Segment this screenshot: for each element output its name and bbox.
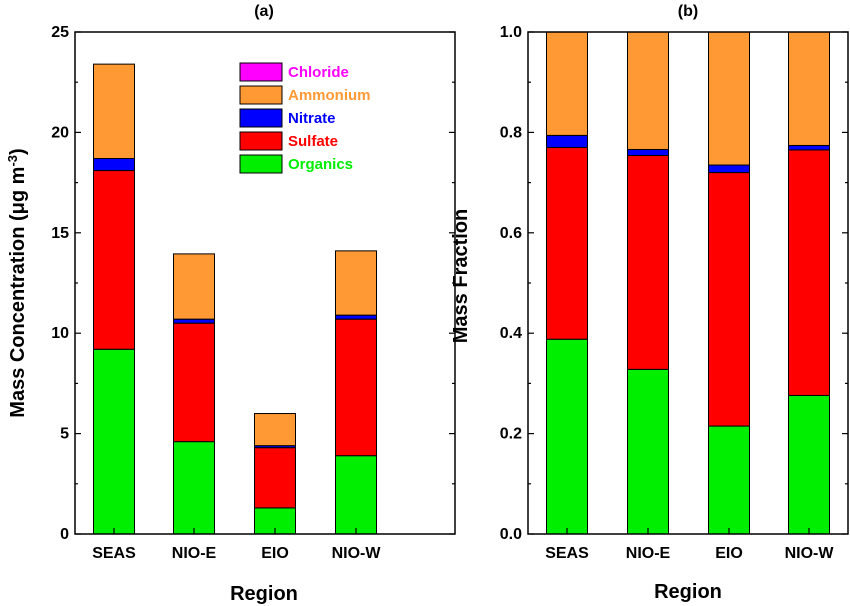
panel-b-bar-eio-organics	[708, 425, 750, 535]
panel-b-bar-nio-e-ammonium	[627, 31, 669, 150]
panel-a-bar-nio-e-nitrate	[173, 318, 215, 324]
panel-a-x-tick-label-nio-w: NIO-W	[332, 545, 382, 562]
panel-b-y-tick-label: 1.0	[500, 24, 522, 41]
panel-a-bar-nio-e-ammonium	[173, 253, 215, 320]
panel-b-bar-seas-organics	[546, 338, 588, 535]
panel-b-x-axis-title: Region	[654, 581, 722, 603]
panel-a-bar-nio-e-sulfate	[173, 322, 215, 443]
legend-swatch-nitrate	[239, 108, 283, 128]
panel-b-y-tick-label: 0.8	[500, 124, 522, 141]
legend-item-chloride: Chloride	[239, 62, 349, 82]
panel-a-bar-seas-nitrate	[93, 158, 135, 172]
legend-item-ammonium: Ammonium	[239, 85, 371, 105]
panel-b-chart: (b) 0.0 0.2 0.4 0.6 0.8 1.0 SEAS NIO-E EIO NIO-W…	[450, 3, 849, 603]
panel-b-bar-nio-w-sulfate	[788, 149, 830, 396]
panel-a-y-tick-label: 10	[51, 325, 69, 342]
panel-b-bar-seas-ammonium	[546, 31, 588, 136]
panel-a-x-tick-label-seas: SEAS	[92, 545, 136, 562]
panel-a-y-tick-label: 15	[51, 225, 69, 242]
panel-a-bar-seas-ammonium	[93, 63, 135, 160]
panel-a-y-ticks: 0 5 10 15 20 25	[51, 24, 455, 543]
panel-a-bar-seas-organics	[93, 348, 135, 535]
panel-a-x-axis-title: Region	[230, 583, 298, 605]
legend-swatch-ammonium	[239, 85, 283, 105]
panel-a-x-tick-label-eio: EIO	[261, 545, 289, 562]
panel-a-y-tick-label: 5	[60, 426, 69, 443]
panel-b-x-tick-label-nio-w: NIO-W	[785, 545, 835, 562]
legend-label-ammonium: Ammonium	[288, 87, 371, 104]
legend-item-nitrate: Nitrate	[239, 108, 336, 128]
panel-a-bar-eio-sulfate	[254, 447, 296, 509]
panel-b-x-tick-label-seas: SEAS	[545, 545, 589, 562]
panel-b-bar-eio-ammonium	[708, 31, 750, 166]
panel-b-y-tick-label: 0.2	[500, 426, 522, 443]
panel-b-title: (b)	[678, 3, 698, 20]
panel-a-bars	[93, 63, 377, 535]
panel-a-y-tick-label: 20	[51, 124, 69, 141]
panel-b-bar-nio-e-sulfate	[627, 154, 669, 370]
panel-a-bar-seas-sulfate	[93, 170, 135, 350]
legend-label-sulfate: Sulfate	[288, 133, 338, 150]
panel-b-x-tick-label-eio: EIO	[715, 545, 743, 562]
legend-item-organics: Organics	[239, 154, 353, 174]
panel-a-bar-nio-w-ammonium	[335, 250, 377, 316]
panel-b-bar-nio-w-nitrate	[788, 144, 830, 151]
legend-label-nitrate: Nitrate	[288, 110, 336, 127]
legend-swatch-sulfate	[239, 131, 283, 151]
legend-swatch-chloride	[239, 62, 283, 82]
panel-b-bars	[546, 31, 830, 535]
panel-b-y-tick-label: 0.0	[500, 526, 522, 543]
panel-b-y-axis-title: Mass Fraction	[450, 209, 472, 343]
panel-b-bar-seas-nitrate	[546, 134, 588, 148]
panel-a-bar-nio-e-organics	[173, 441, 215, 535]
panel-b-bar-eio-sulfate	[708, 172, 750, 427]
panel-a-bar-nio-w-sulfate	[335, 318, 377, 457]
panel-b-y-tick-label: 0.6	[500, 225, 522, 242]
panel-a-y-tick-label: 25	[51, 24, 69, 41]
panel-a-bar-nio-w-organics	[335, 455, 377, 535]
panel-b-x-tick-label-nio-e: NIO-E	[626, 545, 671, 562]
panel-b-bar-nio-w-ammonium	[788, 31, 830, 146]
panel-b-bar-seas-sulfate	[546, 146, 588, 340]
legend-item-sulfate: Sulfate	[239, 131, 338, 151]
panel-b-bar-nio-w-organics	[788, 394, 830, 535]
panel-b-y-tick-label: 0.4	[500, 325, 522, 342]
panel-a-title: (a)	[254, 3, 274, 20]
legend-label-organics: Organics	[288, 156, 353, 173]
panel-b-x-ticks: SEAS NIO-E EIO NIO-W	[545, 528, 834, 562]
panel-b-bar-eio-nitrate	[708, 164, 750, 174]
legend-label-chloride: Chloride	[288, 64, 349, 81]
panel-a-bar-nio-w-nitrate	[335, 314, 377, 320]
panel-a-bar-eio-ammonium	[254, 413, 296, 447]
panel-b-bar-nio-e-nitrate	[627, 148, 669, 156]
panel-a-x-tick-label-nio-e: NIO-E	[172, 545, 217, 562]
panel-b-bar-nio-e-organics	[627, 368, 669, 535]
legend-swatch-organics	[239, 154, 283, 174]
panel-a-y-axis-title: Mass Concentration (μg m-3)	[5, 148, 30, 417]
panel-a-y-tick-label: 0	[60, 526, 69, 543]
panel-a-x-ticks: SEAS NIO-E EIO NIO-W	[92, 528, 381, 562]
legend: Chloride Ammonium Nitrate Sulfate Organi…	[239, 62, 371, 174]
panel-b-y-ticks: 0.0 0.2 0.4 0.6 0.8 1.0	[500, 24, 848, 543]
